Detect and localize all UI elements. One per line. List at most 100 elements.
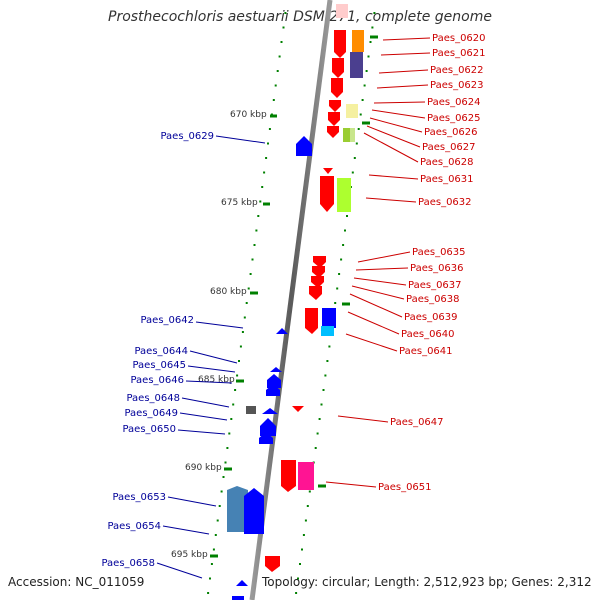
gene-arrow[interactable] <box>320 176 334 212</box>
guide-dot <box>346 215 348 217</box>
gene-block[interactable] <box>350 52 363 78</box>
gene-arrow[interactable] <box>323 168 333 174</box>
guide-dot <box>259 200 262 203</box>
guide-dot <box>304 519 307 522</box>
gene-label[interactable]: Paes_0624 <box>427 97 481 108</box>
guide-dot <box>282 26 285 29</box>
gene-arrow[interactable] <box>265 556 280 572</box>
gene-label[interactable]: Paes_0636 <box>410 263 464 274</box>
gene-label[interactable]: Paes_0646 <box>130 375 184 386</box>
gene-label[interactable]: Paes_0635 <box>412 247 466 258</box>
gene-label[interactable]: Paes_0637 <box>408 280 462 291</box>
guide-dot <box>371 26 374 29</box>
gene-label[interactable]: Paes_0653 <box>112 492 166 503</box>
guide-dot <box>351 171 354 174</box>
gene-arrow[interactable] <box>266 384 280 396</box>
gene-block[interactable] <box>337 178 351 212</box>
gene-arrow[interactable] <box>244 488 264 534</box>
gene-arrow[interactable] <box>262 408 278 414</box>
guide-dot <box>367 55 370 58</box>
gene-label[interactable]: Paes_0651 <box>378 482 432 493</box>
gene-label[interactable]: Paes_0649 <box>124 408 178 419</box>
guide-dot <box>342 244 345 246</box>
gene-label[interactable]: Paes_0626 <box>424 127 478 138</box>
gene-block[interactable] <box>232 596 244 600</box>
guide-dot <box>249 273 252 275</box>
gene-label[interactable]: Paes_0644 <box>134 346 188 357</box>
scale-label: 695 kbp <box>171 550 208 560</box>
gene-block[interactable] <box>298 462 314 490</box>
guide-dot <box>328 345 331 348</box>
gene-block[interactable] <box>322 308 336 328</box>
gene-arrow[interactable] <box>312 266 325 278</box>
gene-block[interactable] <box>346 104 358 118</box>
gene-arrow[interactable] <box>329 100 341 112</box>
gene-label[interactable]: Paes_0627 <box>422 142 476 153</box>
guide-dot <box>261 186 264 188</box>
gene-block[interactable] <box>343 128 350 142</box>
gene-arrow[interactable] <box>313 256 326 268</box>
gene-arrow[interactable] <box>305 308 318 334</box>
gene-arrow[interactable] <box>292 406 304 412</box>
gene-arrow[interactable] <box>236 580 248 586</box>
gene-label[interactable]: Paes_0620 <box>432 33 486 44</box>
gene-label[interactable]: Paes_0640 <box>401 329 455 340</box>
gene-arrow[interactable] <box>270 367 282 372</box>
guide-dot <box>280 41 283 43</box>
guide-dot <box>301 548 303 551</box>
gene-block[interactable] <box>246 406 256 414</box>
gene-arrow[interactable] <box>296 136 312 156</box>
gene-arrow[interactable] <box>331 78 343 98</box>
gene-label[interactable]: Paes_0650 <box>122 424 176 435</box>
gene-arrow[interactable] <box>327 126 339 138</box>
gene-arrow[interactable] <box>334 30 346 58</box>
guide-dot <box>284 12 287 14</box>
gene-block[interactable] <box>336 4 348 18</box>
guide-dot <box>363 84 366 87</box>
gene-block[interactable] <box>321 326 334 336</box>
guide-dot <box>359 113 362 116</box>
gene-label[interactable]: Paes_0629 <box>160 131 214 142</box>
guide-dot <box>369 41 372 43</box>
gene-label[interactable]: Paes_0658 <box>101 558 155 569</box>
gene-label[interactable]: Paes_0631 <box>420 174 474 185</box>
gene-arrow[interactable] <box>260 418 276 436</box>
guide-dot <box>216 519 219 522</box>
gene-label[interactable]: Paes_0639 <box>404 312 458 323</box>
gene-label[interactable]: Paes_0648 <box>126 393 180 404</box>
gene-block[interactable] <box>352 30 364 52</box>
gene-label[interactable]: Paes_0638 <box>406 294 460 305</box>
gene-arrow[interactable] <box>276 328 288 334</box>
gene-label[interactable]: Paes_0623 <box>430 80 484 91</box>
gene-label[interactable]: Paes_0654 <box>107 521 161 532</box>
gene-label[interactable]: Paes_0628 <box>420 157 474 168</box>
guide-dot <box>306 505 309 507</box>
gene-label[interactable]: Paes_0641 <box>399 346 453 357</box>
guide-dot <box>253 244 256 246</box>
guide-dot <box>373 12 376 14</box>
gene-arrow[interactable] <box>227 486 248 532</box>
gene-label[interactable]: Paes_0647 <box>390 417 444 428</box>
gene-arrow[interactable] <box>328 112 340 126</box>
guide-dot <box>272 99 275 101</box>
gene-arrow[interactable] <box>259 432 273 444</box>
scale-ticks <box>210 35 378 558</box>
gene-label[interactable]: Paes_0622 <box>430 65 484 76</box>
gene-arrow[interactable] <box>332 58 344 78</box>
gene-label[interactable]: Paes_0645 <box>132 360 186 371</box>
guide-dot <box>212 548 215 551</box>
gene-block[interactable] <box>350 128 355 142</box>
gene-label[interactable]: Paes_0642 <box>140 315 194 326</box>
guide-dot <box>234 389 237 391</box>
gene-label[interactable]: Paes_0632 <box>418 197 472 208</box>
gene-arrow[interactable] <box>267 374 281 388</box>
gene-arrow[interactable] <box>311 276 324 288</box>
gene-arrow[interactable] <box>281 460 296 492</box>
guide-dot <box>276 70 279 72</box>
guide-dot <box>318 418 321 420</box>
guide-dot <box>245 302 248 304</box>
guide-dot <box>320 403 323 406</box>
gene-label[interactable]: Paes_0621 <box>432 48 486 59</box>
gene-label[interactable]: Paes_0625 <box>427 113 481 124</box>
gene-arrow[interactable] <box>309 286 322 300</box>
